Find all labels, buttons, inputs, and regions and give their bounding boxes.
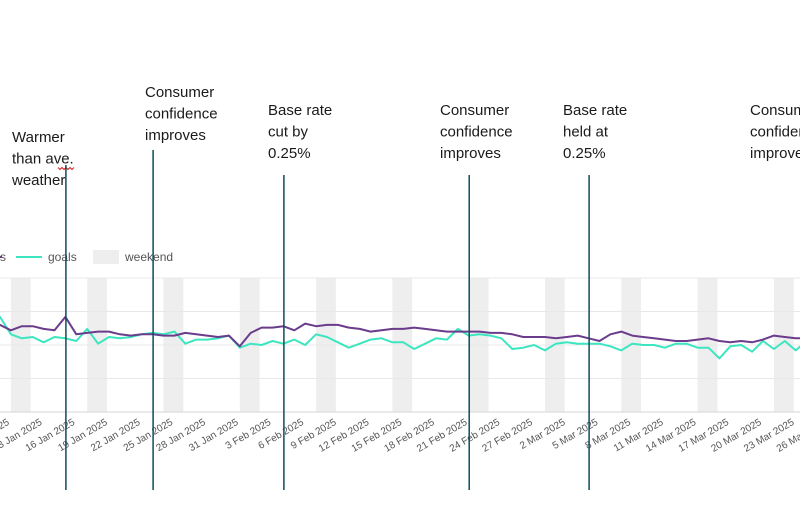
- legend-label-s: s: [0, 250, 6, 264]
- annotation-text: Consumer: [750, 102, 800, 119]
- legend-swatch-weekend: [93, 250, 119, 264]
- annotation-text: improves: [145, 127, 206, 144]
- series-s: [0, 315, 800, 348]
- annotation-text: Consumer: [145, 84, 214, 101]
- grid-lines: [0, 277, 800, 413]
- annotation-text: Base rate: [268, 102, 332, 119]
- annotation-text: confidence: [145, 106, 218, 123]
- legend-label-weekend: weekend: [124, 250, 173, 264]
- annotation-text: than ave.: [12, 151, 74, 168]
- annotation-text: Consumer: [440, 102, 509, 119]
- event-annotations: Warmer than ave. weather Consumer confidence…: [11, 84, 800, 490]
- legend-label-goals: goals: [48, 250, 77, 264]
- annotation-text: confidence: [440, 124, 513, 141]
- series-line-goals: [0, 315, 800, 360]
- annotation-text: 0.25%: [563, 145, 606, 162]
- annotation-text: weather: [11, 172, 65, 189]
- annotation-text: Warmer: [12, 129, 65, 146]
- annotation-text: cut by: [268, 124, 309, 141]
- annotation-text: Base rate: [563, 102, 627, 119]
- annotation-text: 0.25%: [268, 145, 311, 162]
- series-goals: [0, 315, 800, 360]
- annotation-text: confidence: [750, 124, 800, 141]
- series-line-s: [0, 315, 800, 348]
- annotation-text: held at: [563, 124, 609, 141]
- annotation-text: improves: [750, 145, 800, 162]
- legend: s goals weekend: [0, 250, 173, 264]
- annotation-text: improves: [440, 145, 501, 162]
